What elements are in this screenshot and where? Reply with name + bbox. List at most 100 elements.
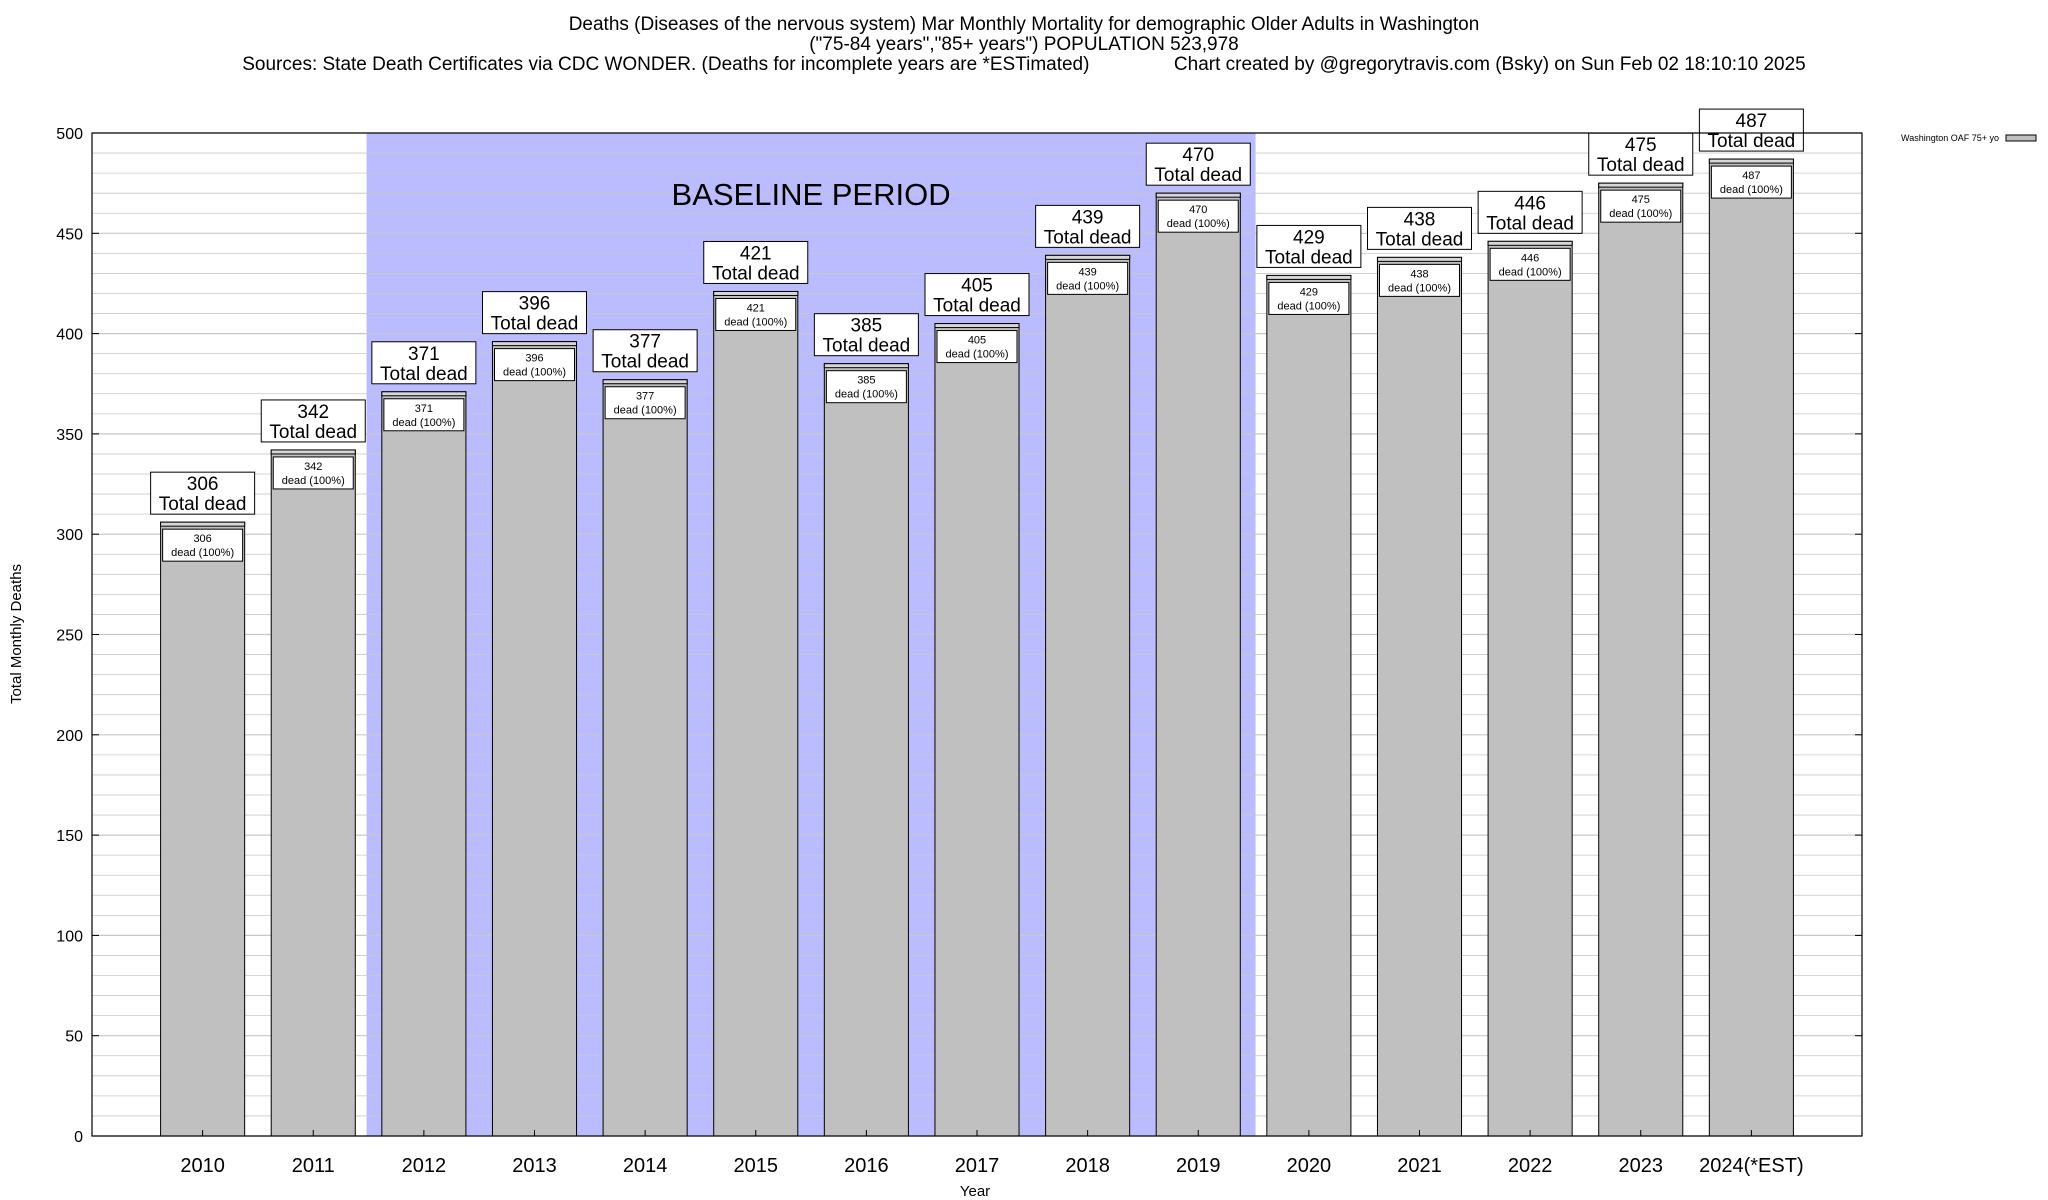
x-tick-label: 2014: [623, 1155, 668, 1177]
inner-label-box: [936, 330, 1018, 364]
total-value-label: 396: [519, 294, 551, 315]
total-label-box: [1698, 108, 1804, 152]
inner-label-box: [1489, 247, 1571, 281]
y-tick-label: 150: [56, 828, 83, 845]
chart-subtitle: ("75-84 years","85+ years") POPULATION 5…: [809, 34, 1239, 55]
x-tick-label: 2021: [1397, 1155, 1442, 1177]
inner-value-label: 377: [636, 391, 654, 403]
inner-percent-label: dead (100%): [171, 547, 234, 559]
total-value-label: 385: [851, 316, 883, 337]
total-label-box: [813, 313, 919, 357]
inner-label-box: [604, 386, 686, 420]
total-value-label: 306: [187, 474, 219, 495]
bar: [270, 449, 356, 1137]
x-tick-label: 2023: [1619, 1155, 1664, 1177]
total-text-label: Total dead: [1044, 227, 1132, 248]
inner-label-box: [1047, 261, 1129, 295]
total-label-box: [592, 329, 698, 373]
x-tick-label: 2015: [734, 1155, 779, 1177]
total-label-box: [260, 399, 366, 443]
total-label-box: [1256, 224, 1362, 268]
y-tick-label: 500: [56, 126, 83, 143]
total-label-box: [1145, 142, 1251, 186]
x-axis-label: Year: [960, 1183, 990, 1200]
inner-label-box: [1710, 165, 1792, 199]
total-text-label: Total dead: [823, 336, 911, 357]
total-value-label: 429: [1293, 227, 1325, 248]
y-tick-label: 200: [56, 728, 83, 745]
y-tick-label: 50: [65, 1029, 83, 1046]
total-value-label: 446: [1514, 193, 1546, 214]
inner-value-label: 470: [1189, 204, 1207, 216]
total-text-label: Total dead: [491, 314, 579, 335]
x-tick-label: 2019: [1176, 1155, 1221, 1177]
inner-percent-label: dead (100%): [835, 389, 898, 401]
bar: [1708, 158, 1794, 1137]
total-value-label: 487: [1736, 111, 1768, 132]
total-label-box: [482, 291, 587, 335]
y-tick-label: 250: [56, 628, 83, 645]
bar: [160, 521, 246, 1137]
inner-value-label: 396: [525, 353, 543, 365]
inner-percent-label: dead (100%): [503, 367, 566, 379]
inner-value-label: 429: [1300, 286, 1318, 298]
bar-cap: [713, 290, 799, 296]
inner-value-label: 405: [968, 335, 986, 347]
bar-cap: [1266, 274, 1352, 280]
inner-label-box: [162, 528, 244, 562]
inner-value-label: 306: [193, 533, 211, 545]
total-text-label: Total dead: [933, 296, 1021, 317]
bar-cap: [1598, 182, 1684, 188]
bar: [1266, 274, 1352, 1137]
bar-cap: [934, 323, 1020, 329]
total-value-label: 470: [1182, 145, 1214, 166]
y-tick-label: 300: [56, 527, 83, 544]
baseline-label: BASELINE PERIOD: [672, 177, 951, 212]
inner-label-box: [1379, 263, 1460, 297]
inner-label-box: [1600, 189, 1682, 223]
total-label-box: [1477, 190, 1583, 234]
inner-percent-label: dead (100%): [1167, 218, 1230, 230]
total-value-label: 377: [629, 332, 661, 353]
total-value-label: 342: [297, 402, 329, 423]
x-tick-label: 2010: [180, 1155, 225, 1177]
inner-value-label: 446: [1521, 252, 1539, 264]
bar-cap: [270, 449, 356, 455]
total-value-label: 475: [1625, 135, 1657, 156]
total-text-label: Total dead: [380, 364, 468, 385]
y-axis-label: Total Monthly Deaths: [8, 564, 25, 704]
y-tick-label: 100: [56, 928, 83, 945]
inner-percent-label: dead (100%): [392, 417, 455, 429]
x-tick-label: 2012: [402, 1155, 447, 1177]
inner-label-box: [272, 456, 354, 490]
bar-cap: [160, 521, 246, 527]
inner-value-label: 371: [415, 403, 433, 415]
total-text-label: Total dead: [1265, 247, 1353, 268]
total-label-box: [371, 341, 477, 385]
total-text-label: Total dead: [1708, 131, 1796, 152]
inner-percent-label: dead (100%): [946, 349, 1009, 361]
inner-percent-label: dead (100%): [614, 405, 677, 417]
bar: [1598, 182, 1684, 1137]
total-value-label: 405: [961, 276, 993, 297]
y-tick-label: 350: [56, 427, 83, 444]
total-text-label: Total dead: [1154, 165, 1242, 186]
inner-label-box: [825, 370, 907, 404]
y-tick-label: 450: [56, 226, 83, 243]
x-tick-label: 2011: [292, 1155, 335, 1177]
inner-value-label: 487: [1742, 170, 1760, 182]
plot-frame: [91, 132, 1863, 1137]
x-tick-label: 2013: [512, 1155, 557, 1177]
legend-label: Washington OAF 75+ yo: [1901, 133, 1999, 143]
inner-percent-label: dead (100%): [1277, 300, 1340, 312]
total-value-label: 438: [1404, 209, 1436, 230]
legend-swatch: [2005, 134, 2037, 142]
total-value-label: 421: [740, 243, 772, 264]
inner-value-label: 439: [1078, 266, 1096, 278]
bar: [381, 391, 467, 1137]
bar: [1376, 256, 1463, 1137]
inner-percent-label: dead (100%): [1609, 208, 1672, 220]
x-tick-label: 2018: [1065, 1155, 1110, 1177]
bar: [823, 363, 909, 1137]
